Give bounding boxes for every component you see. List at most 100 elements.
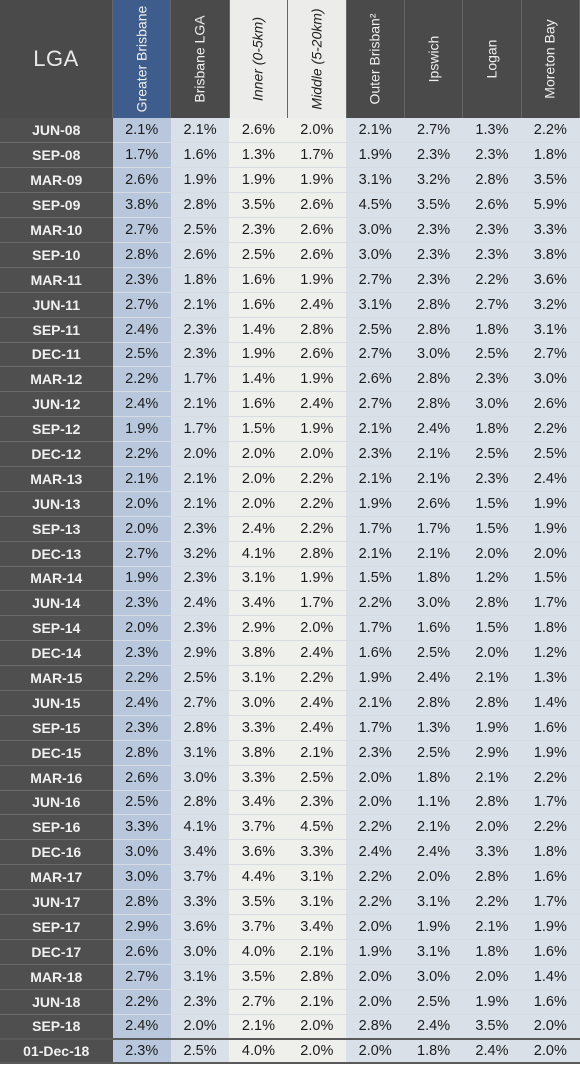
table-cell: 2.3% [462,242,522,268]
table-cell: 2.7% [346,391,405,418]
table-cell: 2.6% [521,391,580,418]
row-label: SEP-08 [0,142,113,169]
table-row: DEC-11 2.5% 2.3% 1.9% 2.6% 2.7% 3.0% 2.5% 2.7% [0,342,580,368]
table-cell: 1.5% [462,491,522,517]
table-cell: 2.0% [287,1014,346,1040]
table-cell: 3.3% [287,839,346,866]
table-cell: 3.3% [521,217,580,243]
table-cell: 1.9% [521,740,580,766]
table-cell: 2.3% [112,267,171,293]
table-cell: 3.0% [521,366,580,393]
table-cell: 2.8% [170,715,230,741]
table-cell: 2.4% [287,640,346,667]
table-cell: 2.8% [287,541,346,567]
table-cell: 2.0% [346,790,405,816]
table-cell: 2.7% [170,690,230,716]
table-cell: 2.2% [462,889,522,915]
table-cell: 2.6% [112,765,171,791]
table-cell: 2.7% [112,541,171,567]
table-cell: 2.1% [170,466,230,492]
table-cell: 1.6% [170,142,230,169]
row-label: SEP-11 [0,317,113,343]
table-cell: 2.5% [287,765,346,791]
table-cell: 2.9% [229,615,288,642]
header-brisbane-lga: Brisbane LGA [170,0,230,118]
table-cell: 2.0% [229,466,288,492]
table-cell: 3.0% [404,964,463,990]
table-cell: 1.9% [229,167,288,194]
table-row: SEP-08 1.7% 1.6% 1.3% 1.7% 1.9% 2.3% 2.3% 1.8% [0,142,580,169]
table-cell: 1.9% [287,167,346,194]
table-cell: 3.1% [404,889,463,915]
table-cell: 2.0% [287,615,346,642]
table-cell: 3.6% [170,914,230,940]
row-label: SEP-15 [0,715,113,741]
table-cell: 1.7% [287,142,346,169]
table-cell: 1.3% [521,665,580,691]
table-cell: 3.1% [346,167,405,194]
table-cell: 2.7% [112,292,171,318]
table-cell: 2.1% [112,466,171,492]
table-cell: 2.1% [170,491,230,517]
table-cell: 2.2% [112,441,171,467]
footer-label: 01-Dec-18 [0,1037,113,1064]
row-label: MAR-15 [0,665,113,691]
table-cell: 2.3% [170,342,230,368]
table-cell: 2.3% [170,516,230,542]
header-middle: Middle (5-20km) [287,0,347,118]
table-cell: 1.6% [229,267,288,293]
table-cell: 2.1% [404,814,463,841]
table-cell: 2.4% [404,416,463,443]
table-row: SEP-17 2.9% 3.6% 3.7% 3.4% 2.0% 1.9% 2.1% 1.9% [0,914,580,940]
table-cell: 2.5% [346,317,405,343]
table-row: DEC-12 2.2% 2.0% 2.0% 2.0% 2.3% 2.1% 2.5% 2.5% [0,441,580,467]
table-cell: 2.1% [287,939,346,965]
table-cell: 2.3% [404,142,463,169]
table-cell: 3.0% [462,391,522,418]
table-row: SEP-09 3.8% 2.8% 3.5% 2.6% 4.5% 3.5% 2.6% 5.9% [0,192,580,219]
table-cell: 2.1% [346,690,405,716]
table-cell: 2.7% [112,217,171,243]
table-cell: 2.8% [346,1014,405,1040]
header-row: LGA Greater Brisbane Brisbane LGA Inner … [0,0,580,118]
table-row: SEP-12 1.9% 1.7% 1.5% 1.9% 2.1% 2.4% 1.8% 2.2% [0,416,580,443]
table-cell: 2.6% [287,217,346,243]
row-label: MAR-14 [0,566,113,592]
table-cell: 3.3% [170,889,230,915]
table-cell: 2.0% [287,441,346,467]
header-inner: Inner (0-5km) [229,0,289,118]
table-cell: 4.1% [170,814,230,841]
table-cell: 1.9% [521,914,580,940]
row-label: MAR-13 [0,466,113,492]
table-cell: 1.3% [404,715,463,741]
table-cell: 2.4% [404,839,463,866]
table-cell: 3.1% [521,317,580,343]
table-row: JUN-16 2.5% 2.8% 3.4% 2.3% 2.0% 1.1% 2.8% 1.7% [0,790,580,816]
row-label: MAR-18 [0,964,113,990]
footer-cell: 2.0% [287,1037,346,1064]
table-cell: 1.9% [346,142,405,169]
footer-row: 01-Dec-18 2.3% 2.5% 4.0% 2.0% 2.0% 1.8% … [0,1037,580,1064]
table-cell: 3.4% [170,839,230,866]
footer-cell: 4.0% [229,1037,288,1064]
row-label: MAR-11 [0,267,113,293]
table-cell: 2.1% [404,441,463,467]
table-cell: 3.5% [229,964,288,990]
table-cell: 1.7% [170,416,230,443]
table-row: MAR-11 2.3% 1.8% 1.6% 1.9% 2.7% 2.3% 2.2% 3.6% [0,267,580,293]
table-cell: 1.2% [521,640,580,667]
table-cell: 2.0% [170,1014,230,1040]
table-row: DEC-15 2.8% 3.1% 3.8% 2.1% 2.3% 2.5% 2.9% 1.9% [0,740,580,766]
table-cell: 2.2% [287,491,346,517]
table-cell: 2.0% [346,989,405,1015]
table-cell: 2.7% [521,342,580,368]
table-cell: 2.3% [404,267,463,293]
table-cell: 1.8% [462,416,522,443]
footer-cell: 2.5% [170,1037,230,1064]
table-cell: 2.0% [346,964,405,990]
table-cell: 2.4% [112,1014,171,1040]
table-cell: 2.3% [170,989,230,1015]
table-cell: 2.1% [287,740,346,766]
table-cell: 2.4% [287,690,346,716]
